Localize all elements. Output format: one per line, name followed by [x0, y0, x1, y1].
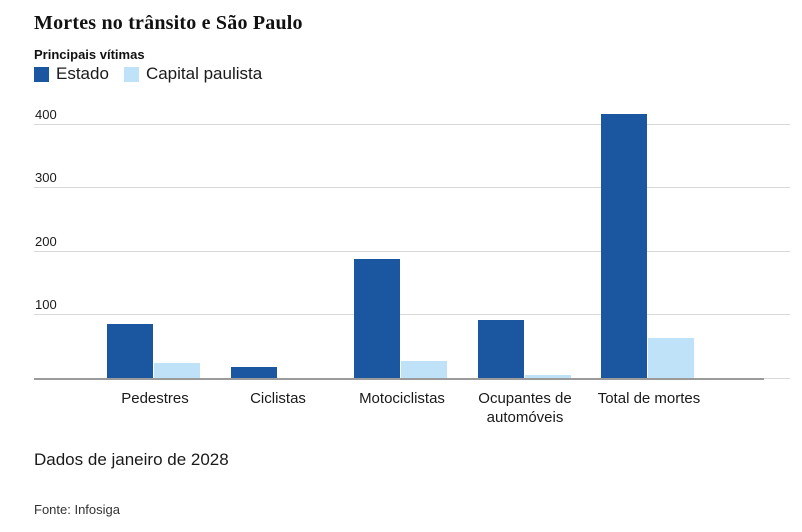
- plot-area: 100 200 300 400: [34, 107, 790, 380]
- x-category-label-2: Ciclistas: [250, 390, 306, 407]
- bar-estado-1: [107, 324, 153, 379]
- source-note: Fonte: Infosiga: [34, 502, 120, 517]
- estado-swatch-icon: [34, 66, 49, 82]
- bar-capital-paulista-1: [154, 363, 200, 379]
- x-category-label-3: Motociclistas: [359, 390, 445, 407]
- legend-label-estado: Estado: [56, 64, 109, 83]
- x-category-label-4: Ocupantes de automóveis: [478, 390, 572, 426]
- bar-estado-3: [354, 259, 400, 379]
- legend-item-capital-paulista: Capital paulista: [123, 64, 263, 84]
- gridline-100: [34, 314, 790, 315]
- bar-capital-paulista-5: [648, 338, 694, 379]
- gridline-400: [34, 124, 790, 125]
- x-axis-baseline: [34, 378, 764, 380]
- capital-paulista-swatch-icon: [123, 66, 139, 82]
- bar-capital-paulista-4: [525, 375, 571, 379]
- x-category-label-5: Total de mortes: [597, 390, 701, 407]
- y-tick-label-300: 300: [35, 170, 57, 185]
- gridline-200: [34, 251, 790, 252]
- chart-subtitle: Principais vítimas: [34, 47, 145, 62]
- x-category-label-1: Pedestres: [121, 390, 189, 407]
- gridline-300: [34, 187, 790, 188]
- x-axis-baseline-extension: [764, 378, 790, 379]
- y-tick-label-100: 100: [35, 297, 57, 312]
- legend: Estado Capital paulista: [34, 64, 262, 84]
- y-tick-label-200: 200: [35, 234, 57, 249]
- bar-estado-2: [231, 367, 277, 379]
- data-note: Dados de janeiro de 2028: [34, 450, 229, 469]
- x-axis-labels: Pedestres Ciclistas Motociclistas Ocupantes…: [34, 388, 790, 432]
- bar-estado-5: [601, 114, 647, 379]
- chart-title: Mortes no trânsito e São Paulo: [34, 12, 303, 34]
- bar-estado-4: [478, 320, 524, 379]
- legend-item-estado: Estado: [34, 64, 109, 84]
- bar-capital-paulista-3: [401, 361, 447, 379]
- legend-label-capital-paulista: Capital paulista: [145, 64, 263, 83]
- y-tick-label-400: 400: [35, 107, 57, 122]
